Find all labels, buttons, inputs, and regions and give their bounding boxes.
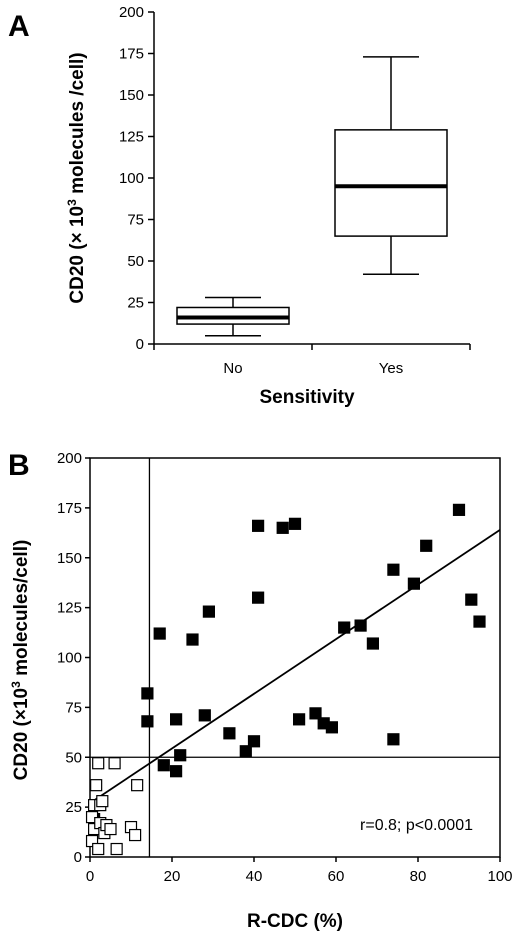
panel-b-x-tick-label: 80: [410, 868, 427, 885]
panel-b-x-tick-label: 60: [328, 868, 345, 885]
filled-square-point: [174, 749, 187, 762]
filled-square-point: [223, 727, 236, 740]
panel-b-regression: [89, 529, 501, 804]
panel-a-y-tick-label: 125: [119, 129, 144, 146]
box-no: [176, 296, 290, 337]
filled-square-point: [325, 721, 338, 734]
panel-a-y-tick-label: 75: [127, 212, 144, 229]
panel-b-y-tick-label: 25: [65, 799, 82, 816]
panel-a-y-tick-label: 150: [119, 87, 144, 104]
filled-square-point: [354, 619, 367, 632]
panel-b-points: [85, 503, 486, 856]
panel-a-y-axis: 0 25 50 75 100 125 150 175 200: [119, 4, 154, 353]
filled-square-point: [309, 707, 322, 720]
filled-square-point: [288, 517, 302, 530]
open-square-point: [92, 757, 105, 770]
open-square-point: [129, 828, 142, 842]
filled-square-point: [247, 735, 261, 748]
filled-square-point: [157, 759, 170, 772]
panel-b-y-tick-label: 150: [57, 550, 82, 567]
filled-square-point: [473, 615, 486, 628]
panel-b-y-tick-label: 75: [65, 699, 82, 716]
filled-square-point: [407, 577, 420, 590]
panel-a-x-tick-label: No: [223, 360, 242, 377]
filled-square-point: [252, 591, 265, 604]
regression-line: [89, 529, 501, 804]
panel-a-x-axis: No Yes: [153, 344, 471, 377]
filled-square-point: [420, 539, 433, 552]
panel-a-label: A: [8, 10, 30, 43]
panel-a-boxes: [176, 56, 448, 337]
box-iqr: [334, 129, 448, 237]
filled-square-point: [153, 627, 166, 640]
panel-b-y-axis: 0 25 50 75 100 125 150 175 200: [57, 450, 90, 866]
panel-b-y-tick-label: 100: [57, 650, 82, 667]
filled-square-point: [202, 605, 215, 618]
filled-square-point: [170, 765, 183, 778]
panel-b-y-tick-label: 175: [57, 500, 82, 517]
filled-square-point: [465, 593, 478, 606]
panel-b-label: B: [8, 449, 30, 482]
filled-square-point: [252, 519, 265, 532]
filled-square-point: [239, 745, 252, 758]
box-yes: [334, 56, 448, 276]
filled-square-point: [387, 733, 400, 746]
open-square-point: [108, 757, 121, 770]
panel-a-y-tick-label: 25: [127, 295, 144, 312]
panel-b-x-axis: 0 20 40 60 80 100: [86, 857, 513, 885]
panel-b-y-tick-label: 125: [57, 600, 82, 617]
panel-a-y-tick-label: 100: [119, 170, 144, 187]
filled-square-point: [141, 715, 154, 728]
panel-a-y-tick-label: 0: [136, 336, 144, 353]
panel-b-x-tick-label: 40: [246, 868, 263, 885]
panel-a-boxplot: A 0 25 50 75 100 125 150 175 200 No Yes Sensitivi…: [8, 4, 471, 408]
filled-square-point: [141, 687, 154, 700]
filled-square-point: [293, 713, 306, 726]
open-square-point: [85, 834, 99, 848]
panel-b-y-tick-label: 50: [65, 749, 82, 766]
panel-b-scatter: B 0 25 50 75 100 125 150 175 200 0 20 40 60 80 100 r=…: [8, 449, 513, 932]
panel-b-y-axis-title: CD20 (×103 molecules/cell): [9, 540, 32, 781]
panel-b-y-tick-label: 0: [74, 849, 82, 866]
filled-square-point: [387, 563, 400, 576]
filled-square-point: [170, 713, 183, 726]
open-square-point: [92, 842, 105, 856]
panel-a-x-axis-title: Sensitivity: [259, 387, 354, 408]
panel-a-y-axis-title: CD20 (× 103 molecules /cell): [65, 52, 88, 303]
filled-square-point: [186, 633, 199, 646]
panel-a-y-tick-label: 175: [119, 46, 144, 63]
open-square-point: [104, 822, 117, 836]
panel-b-x-tick-label: 20: [164, 868, 181, 885]
filled-square-point: [452, 503, 466, 516]
open-square-point: [110, 842, 123, 856]
panel-a-y-tick-label: 50: [127, 253, 144, 270]
filled-square-point: [276, 521, 289, 534]
panel-b-correlation-annotation: r=0.8; p<0.0001: [360, 817, 473, 834]
panel-b-y-tick-label: 200: [57, 450, 82, 467]
panel-b-x-axis-title: R-CDC (%): [247, 911, 343, 932]
panel-b-x-tick-label: 0: [86, 868, 94, 885]
open-square-point: [131, 779, 144, 792]
open-square-point: [96, 795, 109, 808]
filled-square-point: [366, 637, 379, 650]
open-square-point: [90, 779, 103, 792]
panel-b-x-tick-label: 100: [487, 868, 512, 885]
filled-square-point: [338, 621, 351, 634]
panel-a-x-tick-label: Yes: [379, 360, 403, 377]
panel-a-y-tick-label: 200: [119, 4, 144, 21]
filled-square-point: [198, 709, 211, 722]
